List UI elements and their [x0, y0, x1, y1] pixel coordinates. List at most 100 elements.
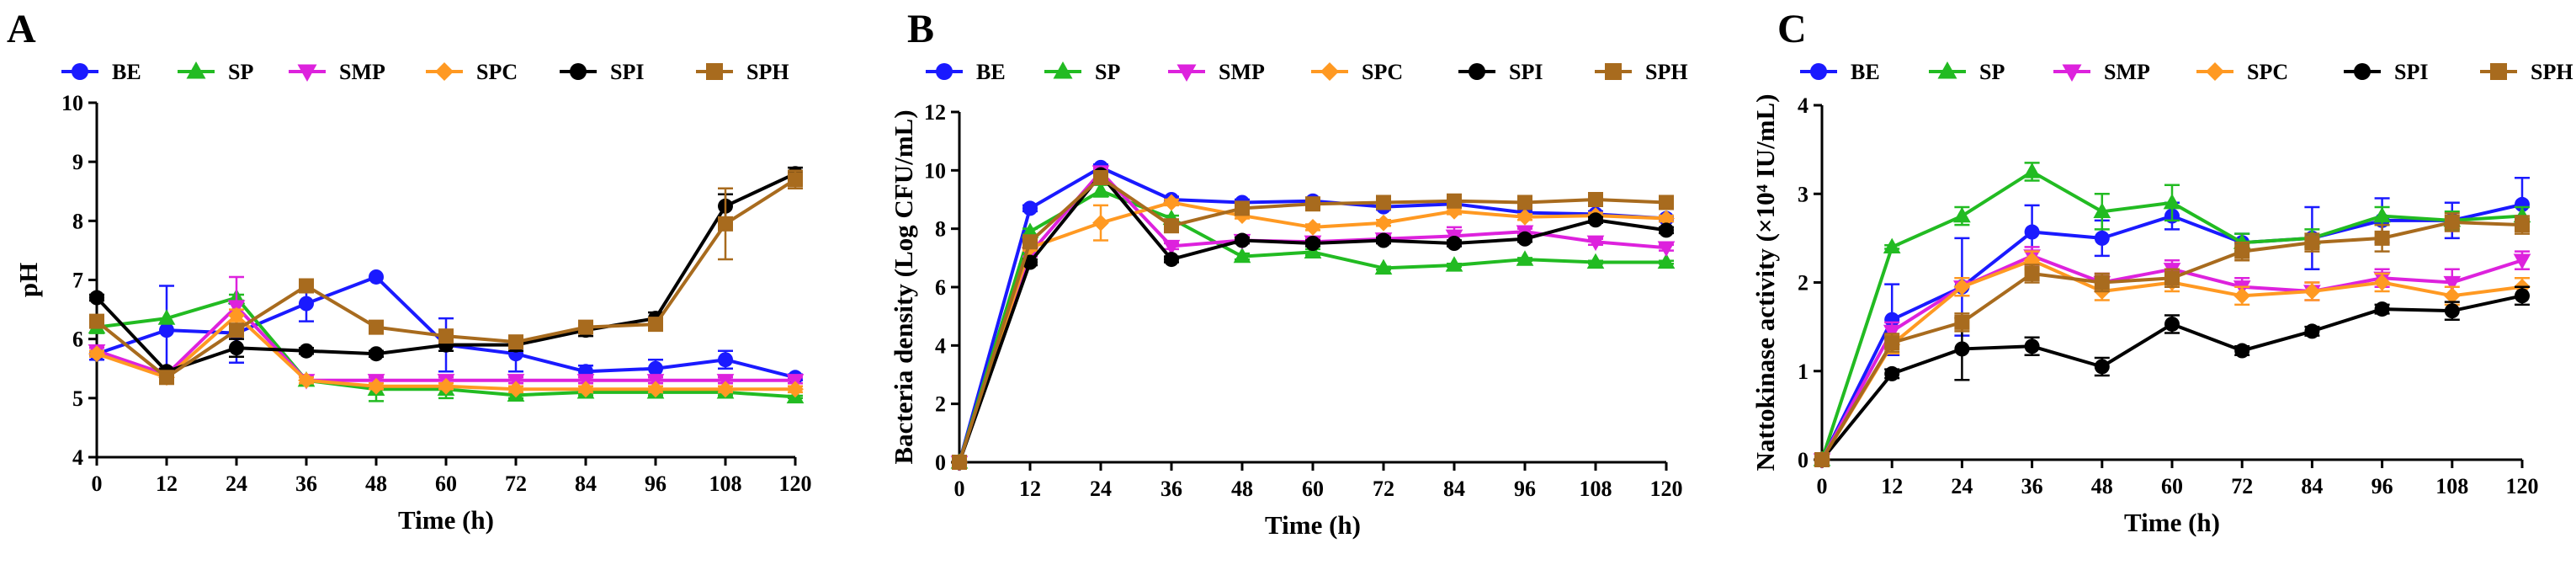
data-point — [159, 370, 174, 386]
data-point — [298, 371, 315, 389]
data-point — [369, 269, 384, 285]
x-tick-label: 72 — [1373, 477, 1394, 501]
data-point — [1517, 231, 1532, 247]
data-point — [157, 309, 176, 325]
legend-marker — [1320, 62, 1339, 81]
data-point — [2513, 253, 2531, 269]
x-tick-label: 120 — [779, 471, 812, 496]
legend-item-spc: SPC — [426, 60, 518, 84]
data-point — [1953, 206, 1971, 223]
legend-marker — [1053, 61, 1073, 79]
data-point — [299, 278, 314, 294]
data-point — [438, 328, 454, 344]
data-point — [1163, 194, 1180, 211]
legend-item-sph: SPH — [2480, 60, 2573, 84]
data-point — [1375, 214, 1392, 232]
x-tick-label: 48 — [365, 471, 387, 496]
data-point — [1093, 170, 1108, 185]
data-point — [578, 319, 593, 335]
x-tick-label: 108 — [1580, 477, 1612, 501]
x-tick-label: 72 — [505, 471, 527, 496]
x-tick-label: 60 — [1302, 477, 1324, 501]
legend-item-spi: SPI — [560, 60, 644, 84]
legend-label: SPH — [2531, 60, 2573, 84]
x-tick-label: 96 — [2372, 474, 2393, 498]
data-point — [2094, 230, 2110, 246]
y-tick-label: 10 — [61, 91, 83, 115]
data-point — [1304, 219, 1321, 236]
data-point — [2443, 275, 2462, 292]
y-tick-label: 6 — [72, 328, 83, 352]
data-point — [1091, 181, 1110, 198]
y-tick-label: 10 — [924, 158, 946, 183]
legend-item-be: BE — [1800, 60, 1880, 84]
data-point — [1884, 312, 1900, 328]
data-point — [1586, 235, 1605, 252]
x-tick-label: 12 — [1019, 477, 1041, 501]
data-point — [1235, 232, 1250, 248]
data-point — [1447, 236, 1462, 251]
panel-letter: C — [1777, 7, 1807, 51]
data-point — [1376, 232, 1391, 248]
legend-label: SPI — [2394, 60, 2428, 84]
series-be — [89, 269, 803, 386]
x-tick-label: 120 — [1650, 477, 1683, 501]
x-axis-label: Time (h) — [398, 505, 494, 535]
data-point — [369, 346, 384, 362]
data-point — [1884, 335, 1900, 351]
panel-letter: A — [7, 7, 36, 51]
data-point — [2163, 193, 2181, 210]
x-tick-label: 12 — [1881, 474, 1903, 498]
y-tick-label: 2 — [1798, 271, 1809, 296]
data-point — [2373, 206, 2391, 223]
legend-label: SP — [1095, 60, 1120, 84]
x-tick-label: 24 — [1951, 474, 1973, 498]
legend-marker — [1937, 61, 1957, 79]
y-tick-label: 4 — [935, 333, 946, 358]
data-point — [1516, 250, 1534, 266]
legend-item-spi: SPI — [1458, 60, 1543, 84]
y-tick-label: 1 — [1798, 360, 1809, 384]
data-point — [88, 345, 105, 363]
data-point — [2164, 316, 2180, 332]
x-tick-label: 120 — [2506, 474, 2539, 498]
data-point — [1092, 214, 1109, 232]
legend-label: SPC — [1362, 60, 1403, 84]
legend-label: SPC — [476, 60, 518, 84]
data-point — [1233, 247, 1251, 264]
data-point — [2373, 274, 2391, 291]
data-point — [1588, 192, 1603, 207]
data-point — [718, 352, 733, 368]
legend-label: SPI — [610, 60, 644, 84]
data-point — [648, 360, 663, 376]
x-tick-label: 0 — [954, 477, 965, 501]
data-point — [1022, 200, 1038, 216]
y-axis-label: Nattokinase activity (×10⁴ IU/mL) — [1750, 93, 1780, 471]
legend-marker — [1810, 63, 1827, 80]
y-tick-label: 0 — [1798, 448, 1809, 472]
x-tick-label: 96 — [645, 471, 667, 496]
data-point — [1814, 452, 1830, 467]
data-point — [2024, 338, 2040, 354]
data-point — [2024, 224, 2040, 240]
legend-item-sph: SPH — [1595, 60, 1688, 84]
legend-item-spi: SPI — [2344, 60, 2428, 84]
data-point — [2515, 288, 2530, 304]
legend-marker — [72, 63, 88, 80]
series-sph — [952, 170, 1674, 470]
x-tick-label: 0 — [92, 471, 103, 496]
series-sph — [89, 169, 803, 386]
y-tick-label: 9 — [72, 150, 83, 174]
data-point — [1021, 222, 1039, 238]
data-point — [1235, 200, 1250, 216]
legend-label: SP — [1979, 60, 2005, 84]
legend-marker — [2354, 63, 2371, 80]
legend-label: SMP — [339, 60, 385, 84]
data-point — [1884, 365, 1900, 381]
data-point — [1588, 212, 1603, 228]
data-point — [1305, 196, 1320, 212]
data-point — [1883, 237, 1901, 254]
legend-marker — [2490, 63, 2507, 80]
data-point — [2304, 235, 2320, 251]
